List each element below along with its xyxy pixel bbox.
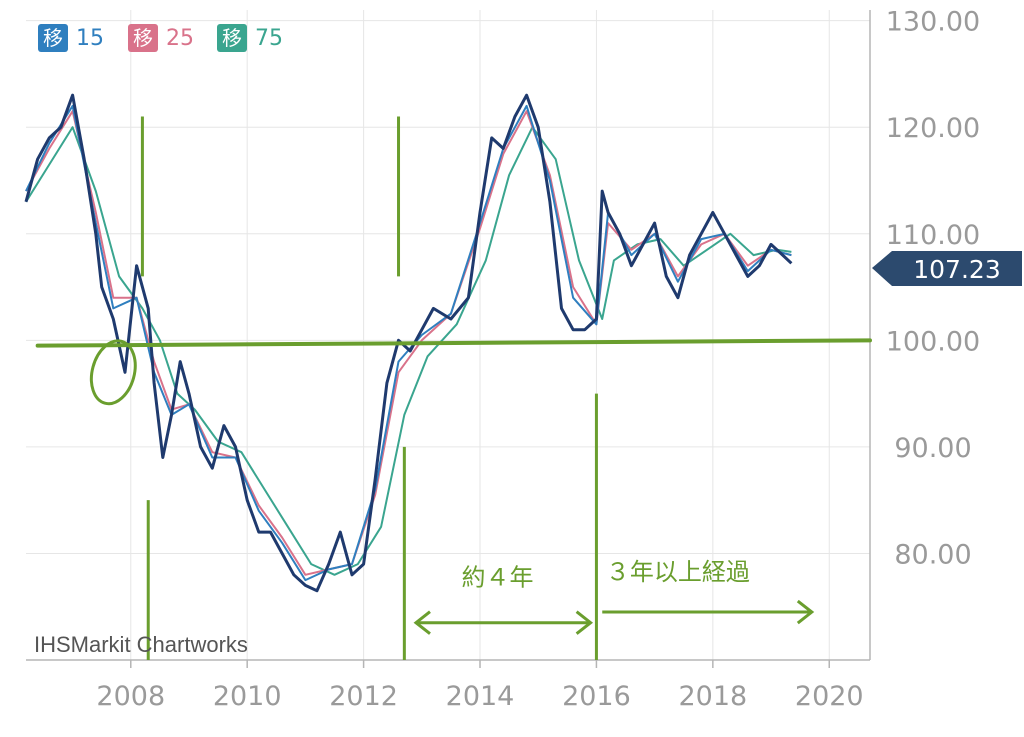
y-tick-label-130: 130.00 bbox=[886, 7, 980, 38]
watermark: IHSMarkit Chartworks bbox=[34, 632, 248, 657]
series-layer bbox=[24, 93, 793, 593]
support-line-100 bbox=[35, 338, 872, 348]
legend-label-25: 25 bbox=[166, 26, 194, 51]
legend: 移 15 移 25 移 75 bbox=[38, 24, 283, 52]
arrow-1-head-right bbox=[575, 610, 594, 635]
y-tick-label-120: 120.00 bbox=[886, 113, 980, 144]
price-line bbox=[24, 93, 793, 593]
x-tick-label-2012: 2012 bbox=[329, 681, 398, 712]
legend-chip-75-text: 移 bbox=[222, 26, 242, 50]
legend-label-15: 15 bbox=[76, 26, 104, 51]
legend-chip-25-text: 移 bbox=[133, 26, 153, 50]
legend-label-75: 75 bbox=[255, 26, 283, 51]
y-tick-label-90: 90.00 bbox=[894, 433, 971, 464]
x-tick-label-2010: 2010 bbox=[213, 681, 282, 712]
legend-chip-75 bbox=[217, 24, 247, 52]
arrow-1-head-left bbox=[413, 610, 431, 635]
x-tick-label-2014: 2014 bbox=[446, 681, 515, 712]
x-tick-label-2008: 2008 bbox=[96, 681, 165, 712]
circled-touch-point bbox=[89, 339, 137, 406]
annotation-label-2: ３年以上経過 bbox=[606, 558, 750, 586]
y-tick-label-100: 100.00 bbox=[886, 326, 980, 357]
x-tick-label-2018: 2018 bbox=[678, 681, 747, 712]
tick-labels: 80.00 90.00 100.00 110.00 120.00 130.00 2008 20… bbox=[96, 7, 980, 712]
grid bbox=[26, 10, 870, 660]
last-price-tag: 107.23 bbox=[872, 251, 1022, 286]
annotation-layer: 約４年 ３年以上経過 bbox=[35, 116, 872, 660]
last-price-tag-shape bbox=[872, 251, 1022, 286]
x-tick-label-2020: 2020 bbox=[795, 681, 864, 712]
legend-chip-25 bbox=[128, 24, 158, 52]
y-tick-label-110: 110.00 bbox=[886, 220, 980, 251]
moving-average-75-line bbox=[25, 126, 792, 576]
x-tick-label-2016: 2016 bbox=[562, 681, 631, 712]
legend-chip-15-text: 移 bbox=[43, 26, 63, 50]
last-price-value: 107.23 bbox=[913, 255, 1000, 284]
annotation-label-1: 約４年 bbox=[461, 563, 533, 591]
legend-chip-15 bbox=[38, 24, 68, 52]
arrow-2-head-right bbox=[796, 599, 815, 625]
y-tick-label-80: 80.00 bbox=[894, 539, 971, 570]
plot-frame bbox=[26, 10, 871, 661]
moving-average-15-line bbox=[25, 104, 792, 582]
